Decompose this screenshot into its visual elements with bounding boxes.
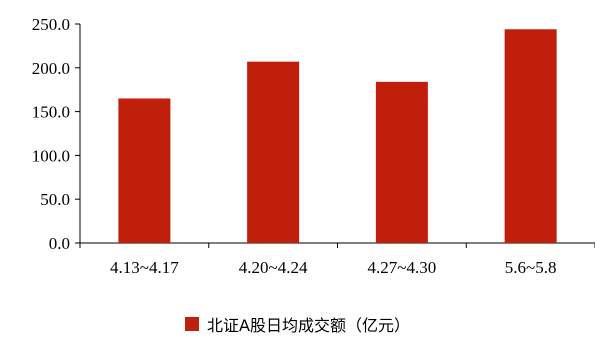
x-tick-label: 5.6~5.8 xyxy=(505,258,557,277)
legend-swatch xyxy=(185,317,200,331)
y-axis-ticks: 0.0 50.0 100.0 150.0 200.0 250.0 xyxy=(32,15,80,253)
y-tick-label: 50.0 xyxy=(40,190,70,209)
legend: 北证A股日均成交额（亿元） xyxy=(0,312,595,336)
y-tick-label: 250.0 xyxy=(32,15,70,34)
x-tick-label: 4.13~4.17 xyxy=(110,258,179,277)
bar xyxy=(118,98,171,244)
chart-svg: 0.0 50.0 100.0 150.0 200.0 250.0 4.13~4.17 4.2… xyxy=(32,15,595,277)
y-tick-label: 200.0 xyxy=(32,59,70,78)
bar xyxy=(247,61,300,243)
x-tick-label: 4.20~4.24 xyxy=(239,258,308,277)
bar xyxy=(375,81,428,243)
legend-label: 北证A股日均成交额（亿元） xyxy=(207,316,410,335)
y-tick-label: 100.0 xyxy=(32,146,70,165)
bar xyxy=(504,29,557,244)
bars xyxy=(118,29,557,244)
y-tick-label: 0.0 xyxy=(49,234,70,253)
x-tick-label: 4.27~4.30 xyxy=(368,258,437,277)
x-axis-ticks: 4.13~4.17 4.20~4.24 4.27~4.30 5.6~5.8 xyxy=(79,243,595,277)
y-tick-label: 150.0 xyxy=(32,103,70,122)
